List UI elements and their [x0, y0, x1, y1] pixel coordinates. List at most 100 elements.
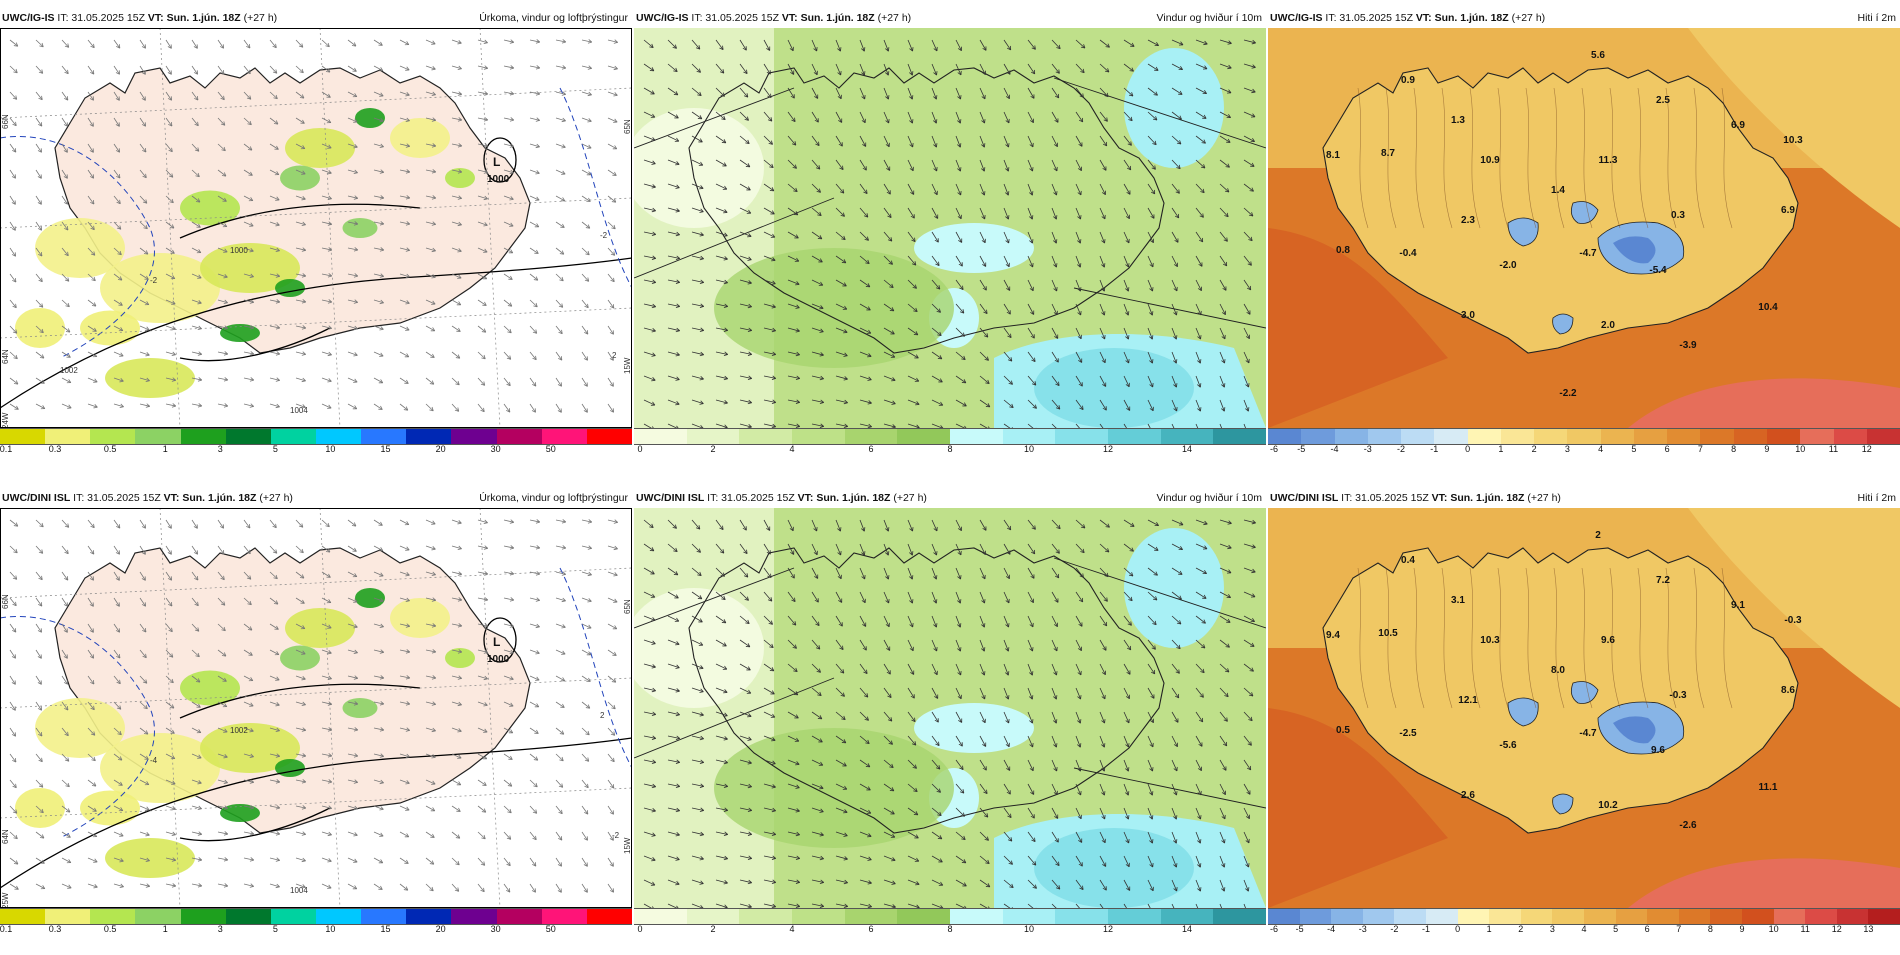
legend-tick-label: -4 [1331, 444, 1339, 454]
legend-swatch [135, 429, 180, 444]
legend-tick-label: 0 [637, 444, 642, 454]
valid-time: VT: Sun. 1.jún. 18Z [1416, 12, 1509, 24]
panel-run-info: UWC/DINI ISL IT: 31.05.2025 15Z VT: Sun.… [2, 490, 293, 507]
legend-tick-label: 5 [1631, 444, 1636, 454]
lat-lon-label: 64N [1, 349, 10, 364]
legend-tick-label: 0.1 [0, 444, 12, 454]
legend-tick-label: 7 [1698, 444, 1703, 454]
legend-swatch [90, 909, 135, 924]
legend-tick-label: -6 [1270, 924, 1278, 934]
legend-swatch [1501, 429, 1534, 444]
legend-colorbar [0, 428, 632, 445]
legend-swatch [792, 909, 845, 924]
legend-tick-label: 6 [1645, 924, 1650, 934]
init-time: IT: 31.05.2025 15Z [707, 492, 797, 504]
legend-tick-label: 30 [491, 444, 501, 454]
legend-tick-label: -3 [1364, 444, 1372, 454]
temperature-value-label: -0.3 [1784, 615, 1802, 626]
temperature-contour-label: 2 [612, 351, 617, 360]
temperature-value-label: 1.4 [1551, 185, 1565, 196]
legend-swatch [1667, 429, 1700, 444]
legend-tick-label: 5 [1613, 924, 1618, 934]
temperature-value-label: -2.2 [1559, 388, 1577, 399]
temperature-value-label: 0.5 [1336, 725, 1350, 736]
legend-swatch [792, 429, 845, 444]
temperature-value-label: 9.4 [1326, 630, 1340, 641]
temperature-value-label: 2 [1595, 530, 1601, 541]
legend-tick-label: 30 [491, 924, 501, 934]
temperature-value-label: 0.3 [1671, 210, 1685, 221]
legend-tick-label: 15 [381, 444, 391, 454]
legend-swatch [1679, 909, 1711, 924]
legend-tick-label: 12 [1862, 444, 1872, 454]
legend-swatch [1534, 429, 1567, 444]
legend-tick-label: 3 [218, 444, 223, 454]
legend-tick-label: 6 [868, 924, 873, 934]
isobar-label: 1002 [230, 726, 248, 735]
temperature-value-label: 11.1 [1759, 782, 1778, 793]
legend-tick-label: 0.5 [104, 444, 117, 454]
lat-lon-label: 25W [1, 892, 10, 908]
legend-swatch [90, 429, 135, 444]
legend-swatch [687, 429, 740, 444]
legend-tick-label: 5 [273, 444, 278, 454]
legend-swatch [0, 429, 45, 444]
legend-tick-label: -5 [1297, 444, 1305, 454]
legend-swatch [587, 429, 632, 444]
legend-swatch [1521, 909, 1553, 924]
legend-swatch [1742, 909, 1774, 924]
temperature-value-label: 3.1 [1451, 595, 1465, 606]
legend-swatch [1213, 429, 1266, 444]
temperature-value-label: 5.6 [1591, 50, 1605, 61]
legend-swatch [226, 909, 271, 924]
map-svg [634, 508, 1266, 908]
legend-tick-label: 4 [789, 924, 794, 934]
temperature-value-label: 10.3 [1480, 635, 1500, 646]
legend-swatch [950, 429, 1003, 444]
legend-swatch [587, 909, 632, 924]
isobar-label: 1004 [290, 886, 308, 895]
legend-swatch [271, 429, 316, 444]
temperature-value-label: 10.2 [1598, 800, 1618, 811]
init-time: IT: 31.05.2025 15Z [1341, 492, 1431, 504]
legend-swatch [1335, 429, 1368, 444]
legend-swatch [1468, 429, 1501, 444]
temperature-value-label: -4.7 [1579, 728, 1597, 739]
legend-tick-label: 20 [436, 924, 446, 934]
legend-swatch [897, 429, 950, 444]
model-name: UWC/DINI ISL [1270, 492, 1338, 504]
isobar-label: 1004 [290, 406, 308, 415]
legend-swatch [634, 429, 687, 444]
legend-tick-label: 4 [789, 444, 794, 454]
panel-run-info: UWC/DINI ISL IT: 31.05.2025 15Z VT: Sun.… [1270, 490, 1561, 507]
legend-tick-label: 11 [1801, 924, 1810, 934]
temperature-value-label: 0.4 [1401, 555, 1415, 566]
init-time: IT: 31.05.2025 15Z [57, 12, 147, 24]
legend-tick-label: 15 [381, 924, 391, 934]
legend-swatch [950, 909, 1003, 924]
legend-swatch [181, 429, 226, 444]
precip-panel-row-1: UWC/IG-IS IT: 31.05.2025 15Z VT: Sun. 1.… [0, 10, 632, 475]
legend-swatch [1700, 429, 1733, 444]
legend-swatch [1710, 909, 1742, 924]
map-area [634, 508, 1266, 908]
temperature-value-label: 8.1 [1326, 150, 1340, 161]
legend-swatch [1368, 429, 1401, 444]
legend-tick-label: 1 [163, 444, 168, 454]
temperature-value-label: -5.6 [1499, 740, 1517, 751]
valid-time: VT: Sun. 1.jún. 18Z [798, 492, 891, 504]
temperature-value-label: 11.3 [1599, 155, 1618, 166]
legend-swatch [1003, 909, 1056, 924]
lat-lon-label: 66N [1, 114, 10, 129]
temperature-value-label: 2.6 [1461, 790, 1475, 801]
legend-swatch [1401, 429, 1434, 444]
temperature-value-label: 10.3 [1783, 135, 1803, 146]
legend-swatch [181, 909, 226, 924]
legend-tick-label: 10 [1024, 924, 1034, 934]
panel-run-info: UWC/DINI ISL IT: 31.05.2025 15Z VT: Sun.… [636, 490, 927, 507]
